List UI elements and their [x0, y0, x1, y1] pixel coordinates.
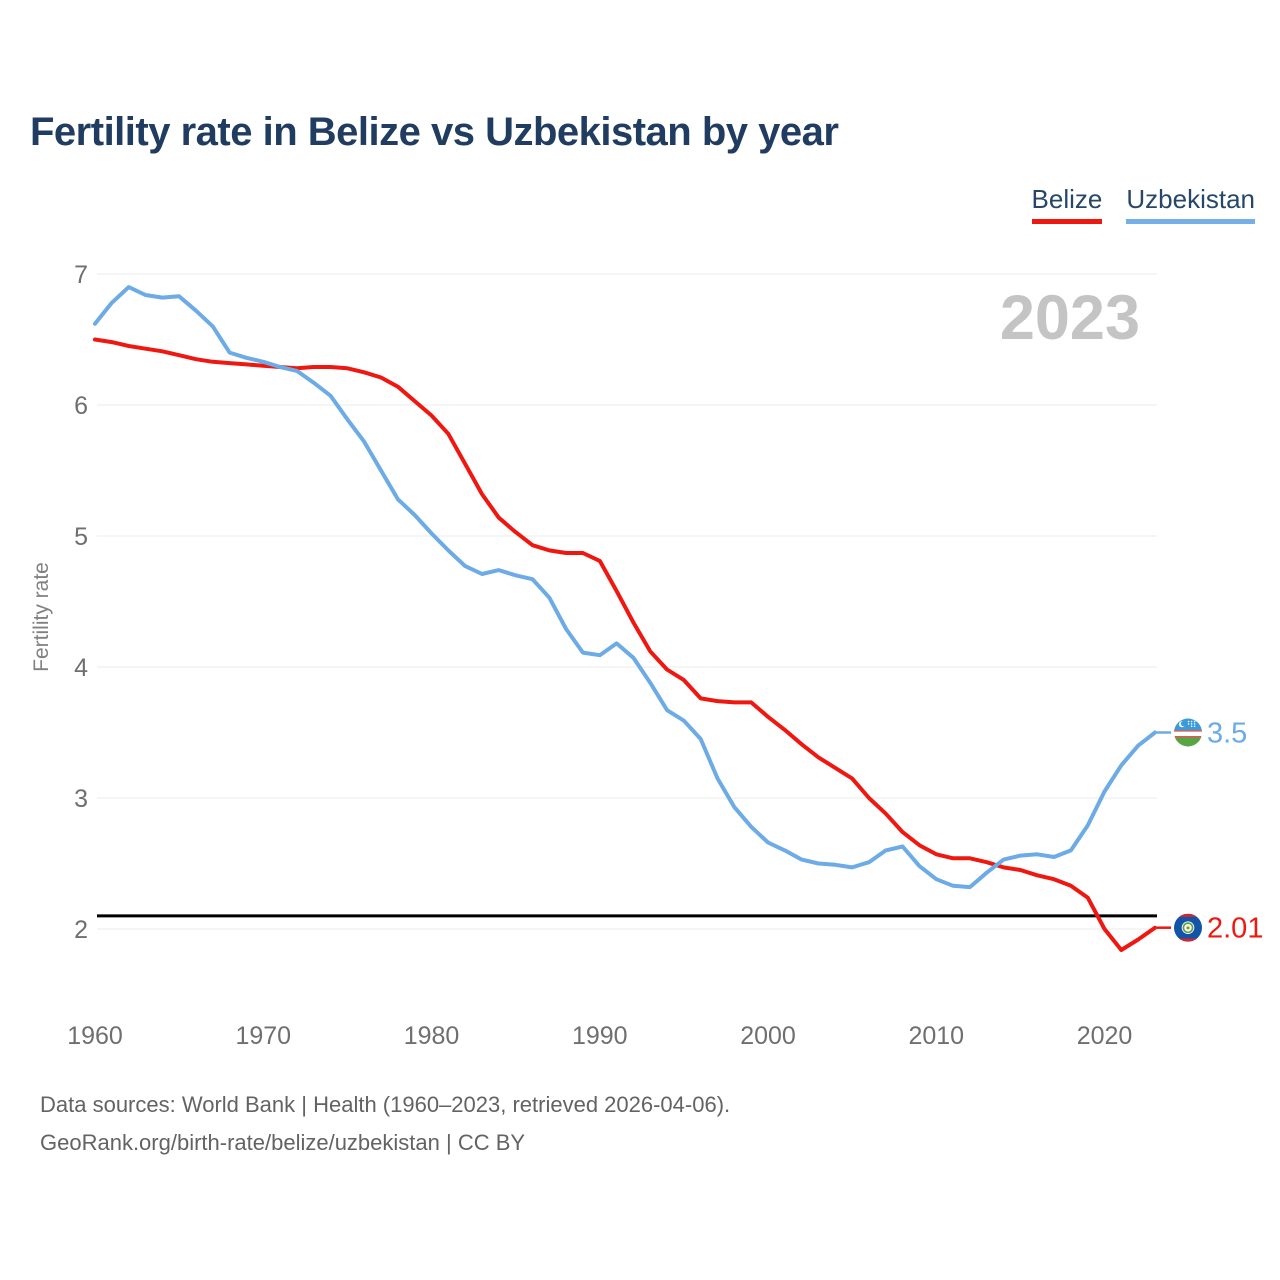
gridlines: [97, 273, 1157, 930]
x-tick-2010: 2010: [908, 1022, 964, 1050]
series-line-belize: [93, 337, 1157, 952]
legend-item-uzbekistan[interactable]: Uzbekistan: [1126, 184, 1255, 224]
uzbekistan-end-value: 3.5: [1207, 718, 1247, 750]
y-tick-4: 4: [74, 654, 88, 682]
chart-title: Fertility rate in Belize vs Uzbekistan b…: [30, 110, 839, 154]
legend: Belize Uzbekistan: [1031, 184, 1255, 224]
y-axis-title: Fertility rate: [30, 562, 53, 672]
series-line-uzbekistan: [93, 285, 1157, 890]
x-tick-1960: 1960: [67, 1022, 123, 1050]
y-axis-tick-labels: 2 3 4 5 6 7: [74, 261, 88, 944]
x-axis-tick-labels: 1960 1970 1980 1990 2000 2010 2020: [67, 1022, 1132, 1050]
belize-end-value: 2.01: [1207, 913, 1263, 945]
x-tick-1990: 1990: [572, 1022, 628, 1050]
footer-url-line: GeoRank.org/birth-rate/belize/uzbekistan…: [40, 1130, 526, 1155]
x-tick-2020: 2020: [1077, 1022, 1133, 1050]
data-series: [93, 285, 1157, 952]
y-tick-6: 6: [74, 392, 88, 420]
x-tick-2000: 2000: [740, 1022, 796, 1050]
legend-item-belize[interactable]: Belize: [1031, 184, 1103, 224]
belize-flag-icon: [1174, 913, 1202, 942]
x-tick-1980: 1980: [404, 1022, 460, 1050]
y-tick-5: 5: [74, 523, 88, 551]
x-tick-1970: 1970: [235, 1022, 291, 1050]
footer: Data sources: World Bank | Health (1960–…: [40, 1086, 730, 1162]
y-tick-2: 2: [74, 916, 88, 944]
uzbekistan-flag-icon: [1174, 718, 1202, 747]
watermark-year: 2023: [1000, 283, 1140, 353]
footer-source-line: Data sources: World Bank | Health (1960–…: [40, 1092, 731, 1117]
y-tick-7: 7: [74, 261, 88, 289]
y-tick-3: 3: [74, 785, 88, 813]
